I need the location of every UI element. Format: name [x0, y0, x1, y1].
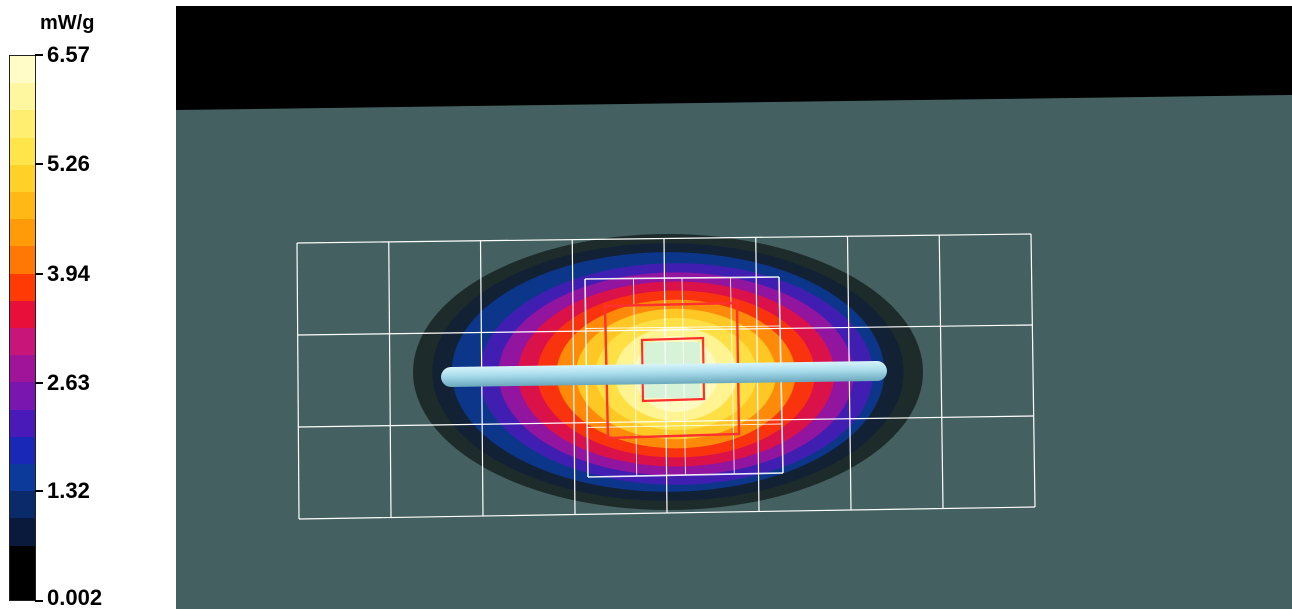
- legend-tick-mark: [35, 162, 43, 165]
- legend-swatch: [10, 246, 35, 274]
- legend-unit-label: mW/g: [40, 12, 95, 34]
- zoom-grid-line: [585, 325, 781, 329]
- legend-swatch: [10, 83, 35, 111]
- legend-swatch: [10, 572, 35, 601]
- legend-swatch: [10, 192, 35, 220]
- sar-3d-viewport[interactable]: [176, 6, 1292, 609]
- coarse-scan-grid: [296, 233, 1036, 520]
- legend-tick-mark: [35, 381, 43, 384]
- color-scale-bar: [9, 55, 36, 601]
- coarse-grid-line: [298, 506, 1036, 520]
- legend-tick-mark: [35, 600, 43, 602]
- legend-tick-mark: [35, 490, 43, 493]
- legend-tick-label: 5.26: [47, 150, 90, 176]
- coarse-grid-line: [1030, 233, 1036, 508]
- zoom-grid-line: [584, 276, 780, 280]
- peak-cube-10g: [603, 301, 741, 440]
- dipole-cylinder: [441, 361, 887, 387]
- coarse-grid-line: [298, 415, 1034, 428]
- legend-swatch: [10, 355, 35, 383]
- color-scale-legend: mW/g 6.57 5.26 3.94 2.63 1.32 0.002: [0, 0, 176, 609]
- legend-tick-label: 0.002: [47, 585, 103, 609]
- legend-swatch: [10, 273, 35, 301]
- legend-swatch: [10, 382, 35, 410]
- coarse-grid-line: [938, 235, 944, 509]
- legend-tick-label: 6.57: [47, 42, 90, 67]
- legend-swatch: [10, 409, 35, 437]
- legend-swatch: [10, 464, 35, 492]
- legend-swatch: [10, 436, 35, 465]
- legend-swatch: [10, 518, 35, 546]
- legend-swatch: [10, 491, 35, 519]
- legend-swatch: [10, 219, 35, 247]
- dipole-antenna: [441, 361, 887, 387]
- legend-swatch: [10, 328, 35, 356]
- sar-field-plot: [176, 6, 1292, 609]
- zoom-grid-line: [587, 472, 784, 478]
- coarse-grid-line: [296, 242, 300, 520]
- legend-swatch: [10, 300, 35, 329]
- legend-tick-mark: [35, 54, 43, 56]
- legend-tick-label: 2.63: [47, 369, 90, 395]
- legend-swatch: [10, 56, 35, 84]
- legend-swatch: [10, 110, 35, 138]
- legend-swatch: [10, 137, 35, 165]
- legend-tick-mark: [35, 272, 43, 275]
- coarse-grid-line: [388, 241, 392, 518]
- zoom-grid-line: [587, 423, 783, 428]
- legend-tick-label: 1.32: [47, 478, 90, 504]
- legend-swatch: [10, 545, 35, 573]
- coarse-grid-line: [297, 324, 1033, 336]
- coarse-grid-line: [296, 233, 1032, 244]
- legend-tick-label: 3.94: [47, 260, 90, 286]
- legend-swatch: [10, 164, 35, 193]
